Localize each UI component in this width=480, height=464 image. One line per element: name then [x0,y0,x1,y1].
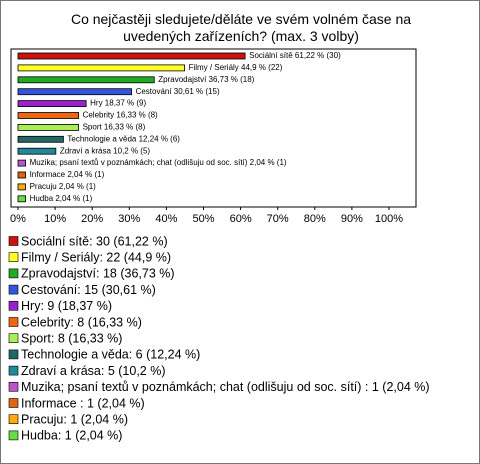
legend-swatch [8,268,19,279]
bar-label: Technologie a věda 12,24 % (6) [67,134,180,143]
bar [17,171,26,179]
legend-swatch [8,236,19,246]
bar-label: Zdraví a krása 10,2 % (5) [60,146,151,155]
x-tick-label: 0% [10,213,26,225]
x-tick-label: 10% [44,213,66,225]
bar [17,64,185,72]
bar [17,159,26,167]
x-tick-label: 40% [155,213,177,225]
bar [17,183,26,191]
legend-label: Celebrity: 8 (16,33 %) [21,315,142,329]
bar [17,124,79,131]
legend-swatch [8,430,19,441]
bar-label: Hry 18,37 % (9) [90,99,146,108]
bar-label: Muzika; psaní textů v poznámkách; chat (… [30,158,287,167]
legend-label: Zdraví a krása: 5 (10,2 %) [21,364,166,378]
bar-label: Filmy / Seriály 44,9 % (22) [189,63,283,72]
legend-label: Zpravodajství: 18 (36,73 %) [21,267,175,281]
legend-swatch [8,333,19,344]
bar [17,147,57,155]
bar [17,112,79,119]
legend-swatch [8,300,19,311]
legend-label: Hudba: 1 (2,04 %) [21,429,122,443]
legend-swatch [8,381,19,392]
bar [17,52,246,60]
legend-swatch [8,349,19,360]
legend-swatch [8,365,19,376]
legend-label: Sociální sítě: 30 (61,22 %) [21,234,168,248]
bar [17,135,64,143]
legend-label: Hry: 9 (18,37 %) [21,299,112,313]
bar-label: Sociální sítě 61,22 % (30) [249,51,341,60]
x-tick-label: 50% [192,213,214,225]
plot-frame [10,48,417,208]
bar [17,195,26,203]
bar-label: Pracuju 2,04 % (1) [30,182,97,191]
bar [17,100,87,107]
legend-swatch [8,317,19,327]
bar [17,88,132,96]
bar-label: Celebrity 16,33 % (8) [83,111,158,120]
legend-label: Pracuju: 1 (2,04 %) [21,412,128,426]
x-tick-label: 100% [375,213,403,225]
legend-label: Technologie a věda: 6 (12,24 %) [21,348,200,362]
bar-label: Sport 16,33 % (8) [83,123,146,132]
legend-swatch [8,414,19,425]
bar-label: Zpravodajství 36,73 % (18) [158,75,254,84]
legend-label: Informace : 1 (2,04 %) [21,396,145,410]
x-tick-label: 30% [118,213,140,225]
chart-title: Co nejčastěji sledujete/děláte ve svém v… [70,11,412,44]
x-tick-label: 80% [304,213,326,225]
x-tick-label: 90% [341,213,363,225]
bar-label: Cestování 30,61 % (15) [136,87,220,96]
legend-label: Cestování: 15 (30,61 %) [21,283,156,297]
bar-label: Informace 2,04 % (1) [30,170,105,179]
legend-swatch [8,398,19,408]
x-tick-label: 20% [81,213,103,225]
bar-label: Hudba 2,04 % (1) [30,194,93,203]
x-tick-label: 70% [267,213,289,225]
legend-swatch [8,284,19,295]
legend-label: Muzika; psaní textů v poznámkách; chat (… [21,380,430,394]
legend-label: Filmy / Seriály: 22 (44,9 %) [21,250,171,264]
x-tick-label: 60% [230,213,252,225]
bar [17,76,155,84]
legend-swatch [8,252,19,262]
legend-label: Sport: 8 (16,33 %) [21,331,122,345]
